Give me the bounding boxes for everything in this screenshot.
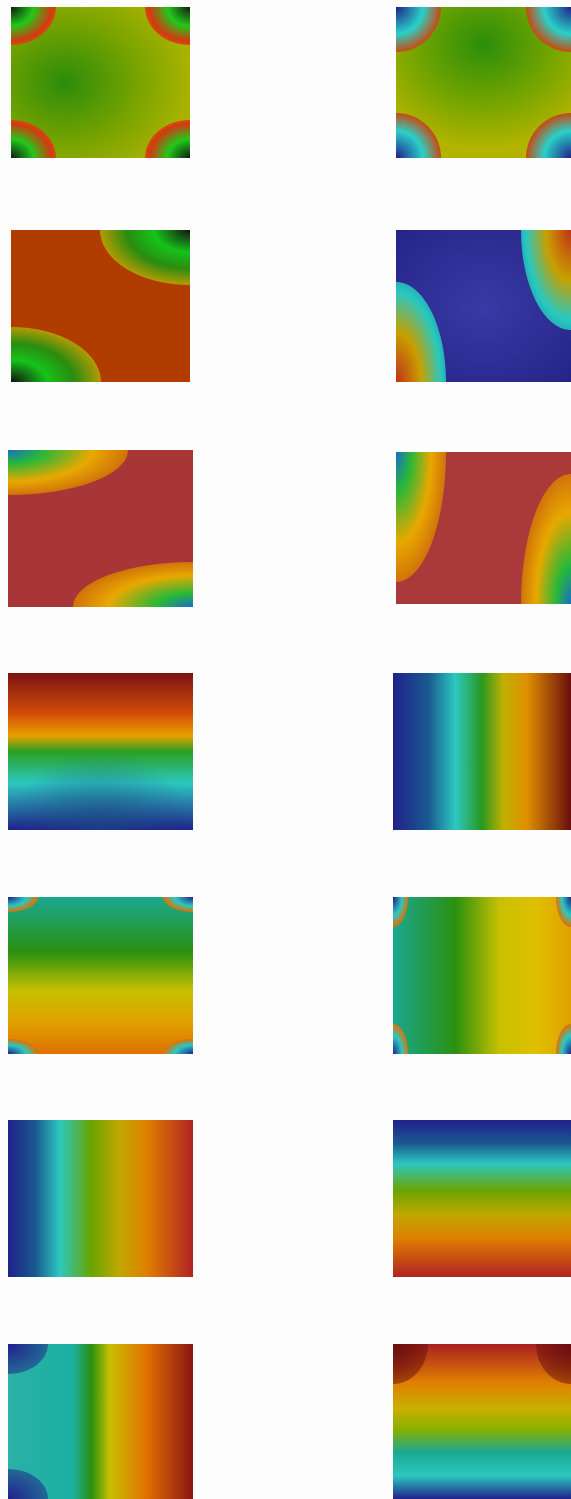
heatmap-panel-r3-left — [8, 450, 193, 607]
heatmap-panel-r1-left — [11, 7, 190, 158]
heatmap-panel-r2-left — [11, 230, 190, 382]
heatmap-panel-r1-right — [396, 7, 571, 158]
heatmap-panel-r5-left — [8, 897, 193, 1054]
heatmap-panel-r4-right — [393, 673, 571, 830]
heatmap-panel-r2-right — [396, 230, 571, 382]
heatmap-panel-r3-right — [396, 452, 571, 604]
heatmap-panel-r5-right — [393, 897, 571, 1054]
heatmap-panel-r6-left — [8, 1120, 193, 1277]
heatmap-panel-r6-right — [393, 1120, 571, 1277]
heatmap-panel-r7-left — [8, 1344, 193, 1499]
heatmap-panel-r7-right — [393, 1344, 571, 1499]
heatmap-panel-r4-left — [8, 673, 193, 830]
